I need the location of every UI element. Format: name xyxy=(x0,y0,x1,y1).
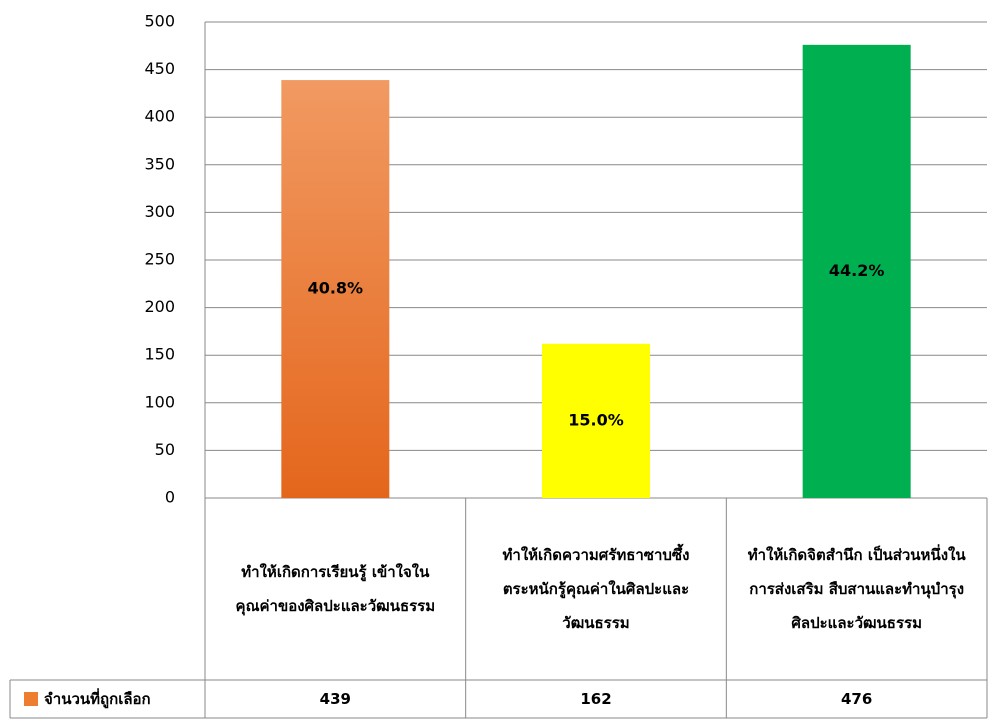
y-tick-label: 50 xyxy=(155,440,175,459)
y-tick-label: 0 xyxy=(165,488,175,507)
y-tick-label: 350 xyxy=(144,154,175,173)
table-value: 476 xyxy=(841,690,873,708)
x-tick-label: ทำให้เกิดความศรัทธาซาบซึ้ง ตระหนักรู้คุณ… xyxy=(502,546,690,632)
y-tick-label: 450 xyxy=(144,59,175,78)
bar xyxy=(281,80,390,499)
y-tick-label: 500 xyxy=(144,12,175,31)
table-value: 439 xyxy=(319,690,351,708)
y-tick-label: 100 xyxy=(144,392,175,411)
y-tick-label: 250 xyxy=(144,250,175,269)
y-tick-label: 150 xyxy=(144,345,175,364)
legend-label: จำนวนที่ถูกเลือก xyxy=(44,690,151,708)
x-tick-label: ทำให้เกิดการเรียนรู้ เข้าใจในคุณค่าของศิ… xyxy=(235,563,436,615)
data-label: 15.0% xyxy=(568,410,624,429)
data-label: 44.2% xyxy=(829,261,885,280)
legend-swatch xyxy=(24,692,38,706)
data-label: 40.8% xyxy=(308,279,364,298)
table-value: 162 xyxy=(580,690,612,708)
bar xyxy=(542,343,650,498)
y-tick-label: 200 xyxy=(144,297,175,316)
x-tick-label: ทำให้เกิดจิตสำนึก เป็นส่วนหนึ่งในการส่งเ… xyxy=(747,546,966,632)
bar xyxy=(802,44,911,499)
y-tick-label: 300 xyxy=(144,202,175,221)
y-tick-label: 400 xyxy=(144,107,175,126)
